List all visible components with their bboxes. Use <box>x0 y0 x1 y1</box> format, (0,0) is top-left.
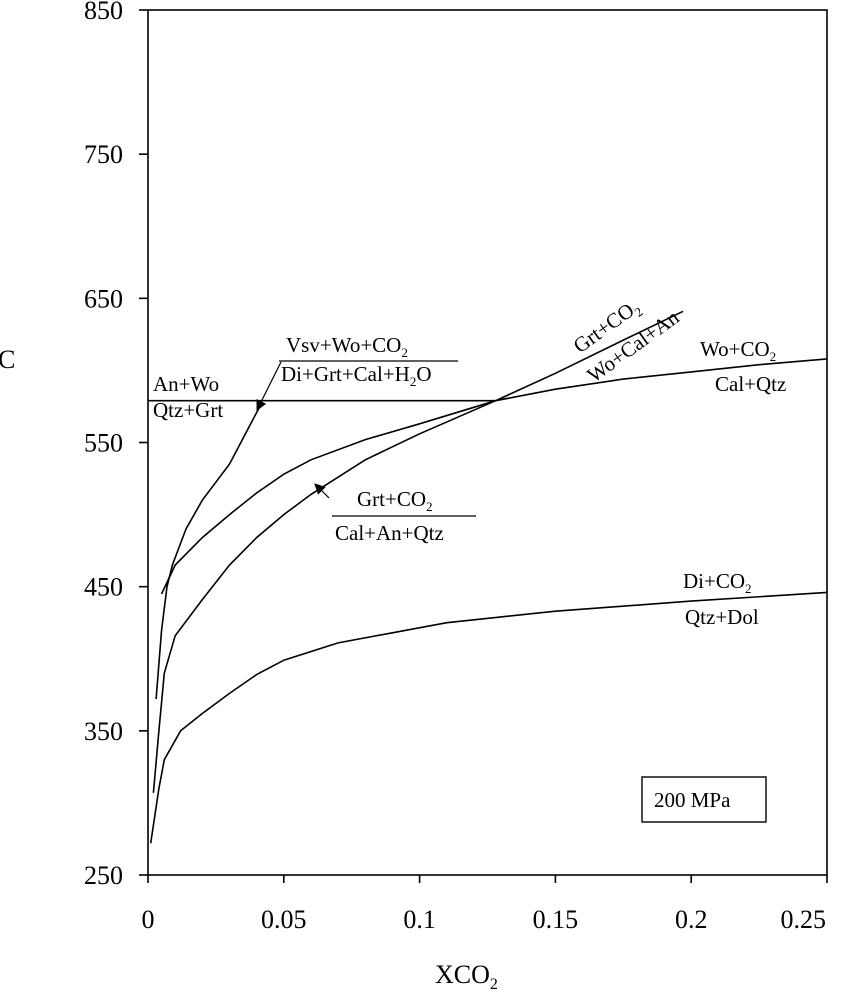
x-tick-label: 0.05 <box>261 905 307 934</box>
vsv-pointer-arrow <box>256 361 282 411</box>
reaction-curve-vsv <box>155 401 263 700</box>
y-tick-label: 350 <box>84 717 123 746</box>
x-tick-label: 0.15 <box>533 905 579 934</box>
an-wo-top-text: An+Wo <box>153 372 219 396</box>
reaction-curve-grt-wo-cal-an <box>160 310 684 595</box>
reaction-label-an-wo: An+Wo Qtz+Grt <box>153 372 223 422</box>
y-tick-label: 850 <box>84 0 123 25</box>
reaction-label-grt-wo-cal-an: Grt+CO2 Wo+Cal+An <box>569 294 684 387</box>
grt-cal-pointer-arrow <box>314 483 330 499</box>
axis-ticks: 250 350 450 550 650 750 850 0 0.05 0.1 0.15 0.2 0.25 <box>84 0 828 934</box>
y-tick-label: 450 <box>84 573 123 602</box>
x-tick-label: 0.1 <box>403 905 436 934</box>
pressure-label: 200 MPa <box>654 788 731 812</box>
wo-cal-bottom-text: Cal+Qtz <box>715 372 786 396</box>
x-tick-label: 0.2 <box>675 905 708 934</box>
pressure-box: 200 MPa <box>641 776 767 823</box>
y-tick-label: 550 <box>84 429 123 458</box>
di-qtz-bottom-text: Qtz+Dol <box>685 605 759 629</box>
reaction-curve-di-qtz-dol <box>149 591 828 844</box>
reaction-label-di-qtz-dol: Di+CO2 Qtz+Dol <box>683 569 759 629</box>
wo-cal-top-text: Wo+CO2 <box>700 337 776 364</box>
x-tick-label: 0 <box>142 905 155 934</box>
x-tick-label: 0.25 <box>781 905 827 934</box>
grt-cal-bottom-text: Cal+An+Qtz <box>335 521 444 545</box>
reaction-label-grt-cal-an-qtz: Grt+CO2 Cal+An+Qtz <box>314 483 476 545</box>
y-tick-label: 650 <box>84 284 123 313</box>
grt-cal-top-text: Grt+CO2 <box>357 487 433 514</box>
vsv-bottom-text: Di+Grt+Cal+H2O <box>281 362 432 389</box>
reaction-label-vsv: Vsv+Wo+CO2 Di+Grt+Cal+H2O <box>256 333 458 411</box>
y-axis-label: C <box>0 345 15 374</box>
reaction-curves <box>148 310 828 844</box>
an-wo-bottom-text: Qtz+Grt <box>153 398 223 422</box>
y-tick-label: 250 <box>84 861 123 890</box>
reaction-curve-grt-cal-an-qtz <box>152 399 496 793</box>
reaction-curve-wo-cal-qtz <box>495 358 828 402</box>
plot-frame <box>147 9 828 876</box>
di-qtz-top-text: Di+CO2 <box>683 569 752 596</box>
reaction-label-wo-cal-qtz: Wo+CO2 Cal+Qtz <box>700 337 786 396</box>
vsv-top-text: Vsv+Wo+CO2 <box>286 333 408 360</box>
y-tick-label: 750 <box>84 140 123 169</box>
x-axis-label: XCO2 <box>435 960 498 993</box>
